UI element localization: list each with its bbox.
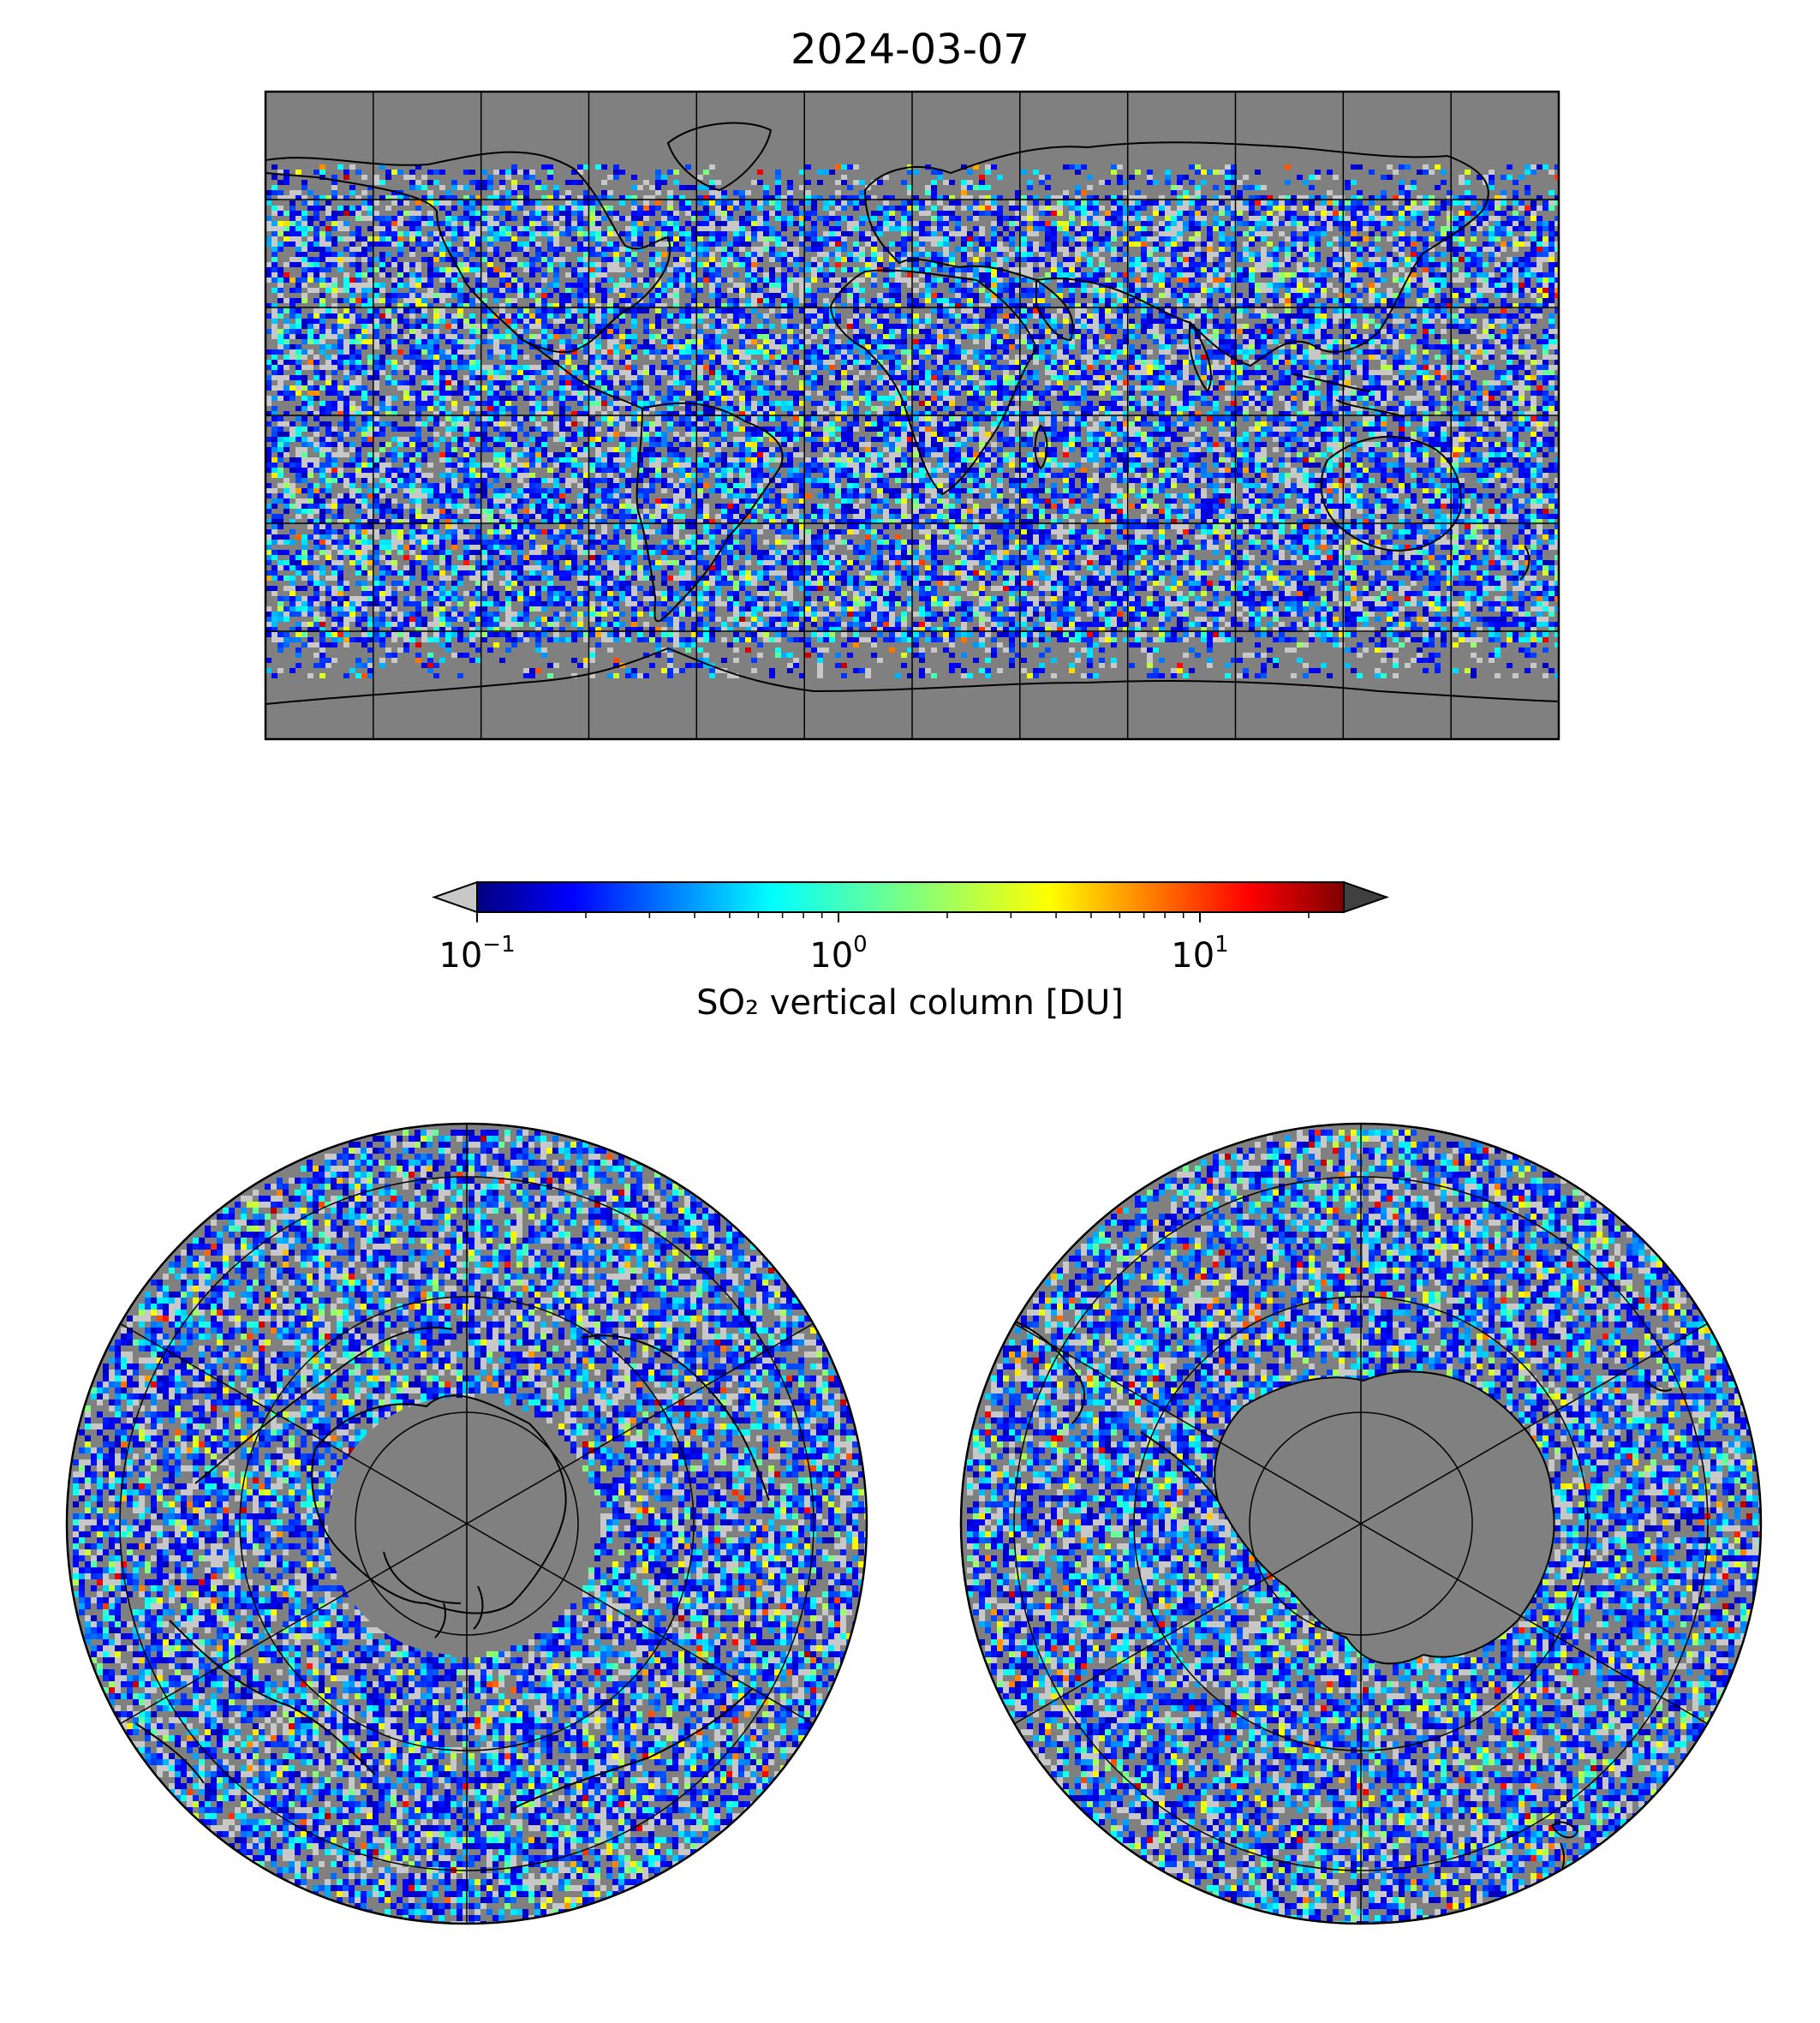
colorbar-gradient	[476, 881, 1345, 913]
figure-title: 2024-03-07	[0, 26, 1820, 74]
colorbar-tick-label-0: 10−1	[391, 932, 563, 976]
world-map-frame	[264, 90, 1560, 741]
world-so2-field	[266, 164, 1559, 678]
north-graticule	[119, 1124, 815, 1924]
north-polar-frame	[65, 1122, 868, 1925]
antarctica-landmass	[1214, 1370, 1555, 1665]
colorbar-minor-ticks	[585, 912, 1310, 918]
north-so2-field	[73, 1130, 867, 1924]
north-polar-map	[65, 1122, 868, 1925]
colorbar-under-extension	[431, 880, 478, 914]
colorbar-over-extension	[1343, 880, 1390, 914]
colorbar-tick-label-2: 101	[1114, 932, 1286, 976]
world-graticule	[266, 92, 1559, 739]
world-coastlines	[266, 122, 1559, 705]
south-graticule	[1013, 1124, 1709, 1924]
north-polar-cap	[328, 1398, 585, 1655]
colorbar	[431, 880, 1390, 922]
north-coastlines	[134, 1327, 770, 1810]
colorbar-major-ticks	[476, 912, 1201, 922]
world-map	[264, 90, 1560, 741]
south-polar-map	[959, 1122, 1763, 1925]
south-polar-frame	[959, 1122, 1763, 1925]
colorbar-tick-label-1: 100	[753, 932, 924, 976]
colorbar-label: SO₂ vertical column [DU]	[0, 983, 1820, 1023]
